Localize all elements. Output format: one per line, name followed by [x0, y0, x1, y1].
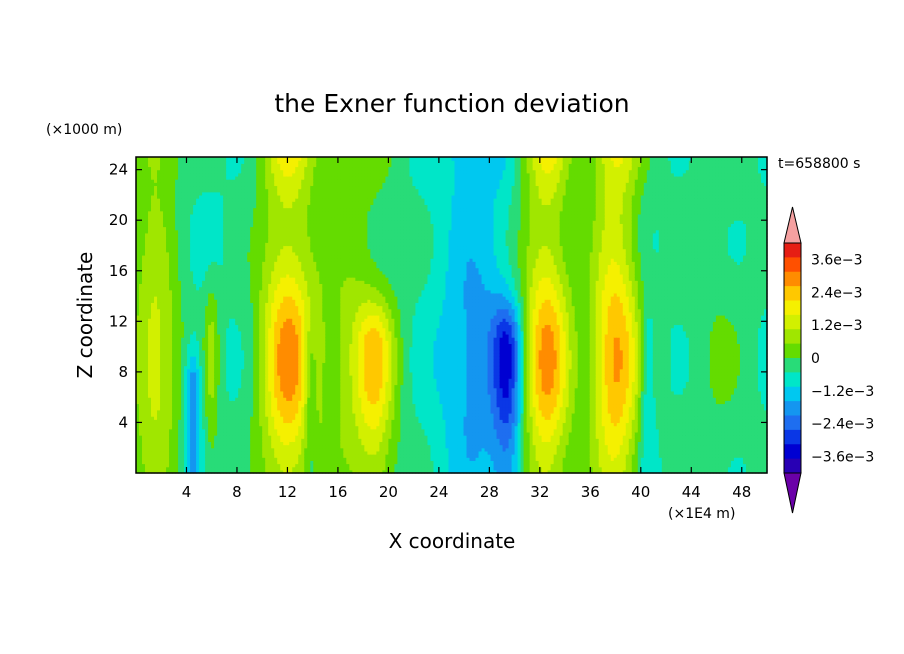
- contour-field: [136, 157, 768, 474]
- chart-title: the Exner function deviation: [274, 89, 629, 118]
- time-label: t=658800 s: [778, 156, 860, 172]
- y-axis-unit: (×1000 m): [46, 122, 122, 138]
